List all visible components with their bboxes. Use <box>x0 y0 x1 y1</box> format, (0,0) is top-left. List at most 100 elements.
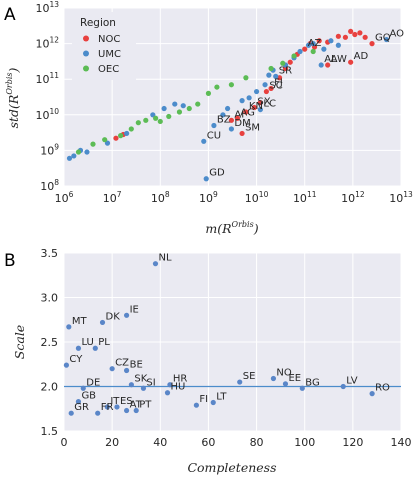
data-point-noc <box>342 34 348 40</box>
point-label: DK <box>106 311 121 322</box>
point-label: LU <box>81 337 93 348</box>
data-point-umc <box>239 98 245 104</box>
data-point <box>68 410 74 416</box>
x-tick-label: 1012 <box>341 190 365 205</box>
data-point-noc <box>335 33 341 39</box>
point-label: AL <box>324 54 337 65</box>
x-tick-label: 1010 <box>245 190 269 205</box>
point-label: CY <box>69 354 83 365</box>
data-point-oec <box>90 141 96 147</box>
data-point <box>270 375 277 382</box>
data-point <box>114 404 120 410</box>
data-point <box>340 383 346 390</box>
data-point-oec <box>143 117 149 123</box>
point-label: FJ <box>274 77 283 88</box>
data-point <box>80 385 86 391</box>
x-tick-label: 140 <box>391 436 412 449</box>
point-label: ES <box>120 396 133 407</box>
point-label: DE <box>86 377 100 388</box>
data-point <box>123 367 130 374</box>
panel-b-label: B <box>4 251 16 271</box>
data-point <box>152 261 159 267</box>
point-label: AW <box>331 54 347 65</box>
data-point <box>75 399 82 405</box>
legend-entry-umc: UMC <box>98 49 121 60</box>
data-point-oec <box>176 109 183 115</box>
y-tick-label: 1010 <box>35 107 59 122</box>
point-label: KN <box>249 101 263 112</box>
data-point-noc <box>348 59 354 65</box>
data-point-umc <box>318 62 324 68</box>
x-axis-label-b: Completeness <box>187 460 276 475</box>
data-point-noc <box>357 30 363 36</box>
data-point-umc <box>201 138 207 144</box>
point-label: FR <box>101 402 114 413</box>
data-point-umc <box>71 153 77 159</box>
x-tick-label: 60 <box>201 436 215 449</box>
data-point-umc <box>172 101 178 107</box>
data-point-umc <box>104 140 111 146</box>
data-point-oec <box>153 115 159 121</box>
point-label: SX <box>257 97 270 108</box>
y-tick-label: 1013 <box>35 0 59 15</box>
point-label: LV <box>346 376 357 387</box>
x-axis-label-a: m(ROrbis) <box>205 220 258 236</box>
data-point-noc <box>352 31 358 38</box>
data-point-umc <box>335 42 341 48</box>
data-point-oec <box>102 137 108 143</box>
point-label: PL <box>98 337 110 348</box>
data-point-oec <box>228 82 234 88</box>
point-label: BG <box>305 377 319 388</box>
data-point <box>128 382 134 388</box>
data-point-oec <box>214 84 220 90</box>
point-label: GD <box>209 168 225 179</box>
data-point-umc <box>273 73 279 79</box>
data-point-oec <box>75 149 82 155</box>
legend-title: Region <box>80 17 116 29</box>
data-point-oec <box>195 101 201 107</box>
point-label: HR <box>173 374 188 385</box>
point-label: SK <box>134 374 147 385</box>
y-tick-label: 2.5 <box>41 336 59 349</box>
data-point-oec <box>135 120 141 126</box>
point-label: NL <box>158 253 171 264</box>
data-point-umc <box>262 82 268 88</box>
data-point <box>123 312 130 318</box>
data-point-noc <box>287 59 293 65</box>
data-point-umc <box>310 41 316 47</box>
data-point-noc <box>239 130 245 137</box>
data-point-noc <box>348 28 354 35</box>
data-point <box>109 366 115 372</box>
data-point-noc <box>362 34 368 40</box>
point-label: IE <box>130 304 139 315</box>
data-point-oec <box>205 90 212 96</box>
data-point-umc <box>203 176 209 182</box>
point-label: EE <box>288 373 301 384</box>
data-point-umc <box>124 130 130 137</box>
legend: Region NOC UMC OEC <box>72 12 136 80</box>
point-label: AD <box>354 51 369 62</box>
point-label: PT <box>139 400 152 411</box>
x-tick-label: 20 <box>105 436 119 449</box>
data-point-noc <box>325 62 331 68</box>
data-point <box>66 324 72 330</box>
point-label: SC <box>269 81 282 92</box>
data-point <box>167 382 173 388</box>
point-label: CZ <box>115 358 129 369</box>
data-point-oec <box>157 118 163 125</box>
point-label: AG <box>240 107 254 118</box>
legend-marker-noc <box>83 35 89 42</box>
y-axis-label-b: Scale <box>12 325 27 359</box>
legend-entry-oec: OEC <box>98 64 119 75</box>
point-label: HU <box>171 382 186 393</box>
legend-marker-oec <box>83 65 89 72</box>
data-point-umc <box>305 42 312 48</box>
point-label: CU <box>207 130 221 141</box>
data-point-noc <box>113 135 119 141</box>
data-point-noc <box>302 46 308 52</box>
y-tick-label: 1012 <box>35 36 59 51</box>
data-point <box>369 391 375 397</box>
data-point <box>75 345 82 351</box>
data-point-oec <box>310 48 316 55</box>
